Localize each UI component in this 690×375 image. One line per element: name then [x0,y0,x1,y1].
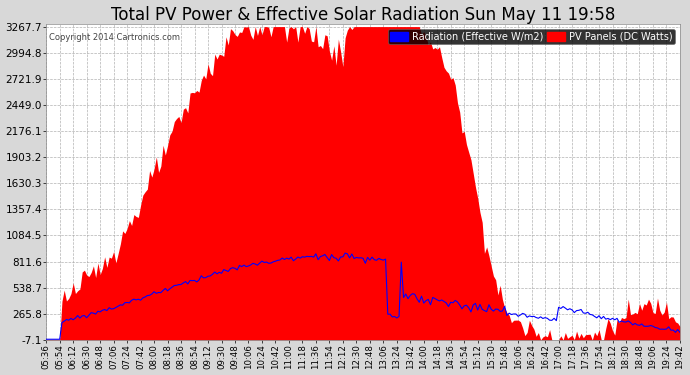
Text: Copyright 2014 Cartronics.com: Copyright 2014 Cartronics.com [50,33,180,42]
Title: Total PV Power & Effective Solar Radiation Sun May 11 19:58: Total PV Power & Effective Solar Radiati… [111,6,615,24]
Legend: Radiation (Effective W/m2), PV Panels (DC Watts): Radiation (Effective W/m2), PV Panels (D… [388,28,675,44]
